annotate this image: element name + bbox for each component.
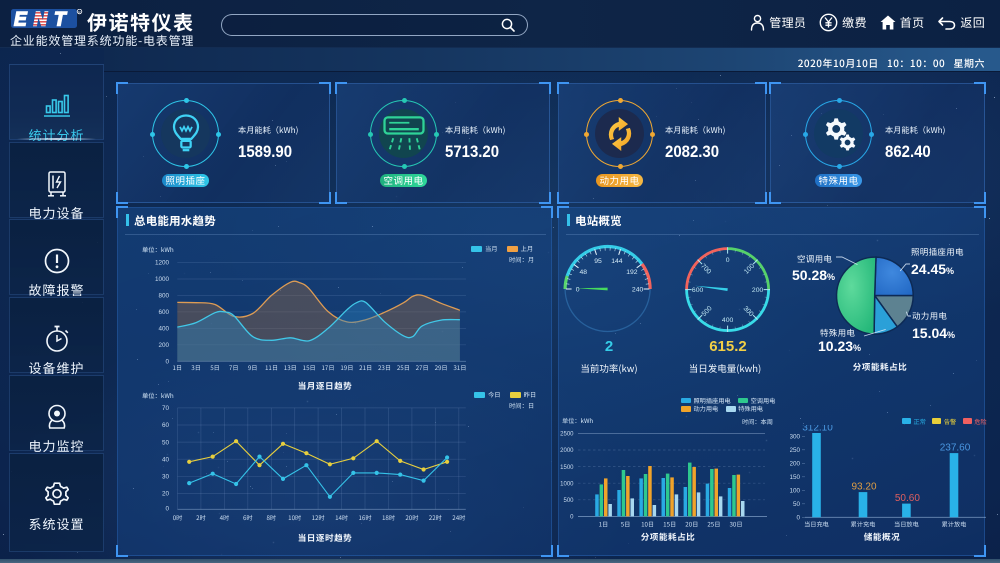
svg-text:15日: 15日 xyxy=(303,363,316,372)
svg-text:1000: 1000 xyxy=(155,276,170,283)
svg-text:22时: 22时 xyxy=(429,513,442,522)
svg-text:50.60: 50.60 xyxy=(895,493,920,504)
svg-text:150: 150 xyxy=(790,474,800,481)
svg-text:3日: 3日 xyxy=(191,363,201,372)
svg-text:500: 500 xyxy=(701,305,714,318)
svg-text:600: 600 xyxy=(692,287,704,294)
svg-text:30: 30 xyxy=(162,474,170,481)
svg-text:40: 40 xyxy=(162,456,170,463)
svg-text:93.20: 93.20 xyxy=(851,482,876,493)
svg-text:200: 200 xyxy=(790,461,800,468)
svg-text:1000: 1000 xyxy=(560,481,574,487)
svg-text:0: 0 xyxy=(576,287,580,294)
svg-text:2500: 2500 xyxy=(560,432,574,438)
svg-text:10时: 10时 xyxy=(288,513,301,522)
svg-text:100: 100 xyxy=(743,263,756,276)
svg-text:累计充电: 累计充电 xyxy=(851,520,876,529)
svg-text:15日: 15日 xyxy=(663,520,676,529)
svg-text:当日充电: 当日充电 xyxy=(804,520,829,529)
svg-text:24时: 24时 xyxy=(452,513,465,522)
svg-text:8时: 8时 xyxy=(266,513,276,522)
svg-text:20时: 20时 xyxy=(405,513,418,522)
svg-text:600: 600 xyxy=(158,309,169,316)
svg-text:1日: 1日 xyxy=(599,520,609,529)
svg-text:100: 100 xyxy=(790,488,800,495)
svg-text:0时: 0时 xyxy=(173,513,183,522)
svg-text:29日: 29日 xyxy=(435,363,448,372)
svg-text:250: 250 xyxy=(790,447,800,454)
svg-text:13日: 13日 xyxy=(284,363,297,372)
svg-text:20日: 20日 xyxy=(685,520,698,529)
svg-text:700: 700 xyxy=(699,263,712,276)
svg-text:23日: 23日 xyxy=(378,363,391,372)
svg-text:0: 0 xyxy=(726,257,730,264)
svg-text:70: 70 xyxy=(162,405,170,412)
svg-text:18时: 18时 xyxy=(382,513,395,522)
svg-text:2000: 2000 xyxy=(560,448,574,454)
svg-text:60: 60 xyxy=(162,422,170,429)
svg-text:5日: 5日 xyxy=(621,520,631,529)
svg-text:48: 48 xyxy=(580,269,588,276)
svg-text:31日: 31日 xyxy=(453,363,466,372)
svg-text:9日: 9日 xyxy=(248,363,258,372)
svg-text:200: 200 xyxy=(752,287,764,294)
svg-text:1500: 1500 xyxy=(560,465,574,471)
svg-text:144: 144 xyxy=(611,258,623,265)
svg-text:4时: 4时 xyxy=(220,513,230,522)
svg-text:50: 50 xyxy=(793,501,801,508)
svg-text:0: 0 xyxy=(165,359,169,366)
svg-text:当日放电: 当日放电 xyxy=(894,520,919,529)
svg-text:192: 192 xyxy=(626,269,638,276)
svg-text:10日: 10日 xyxy=(641,520,654,529)
svg-text:400: 400 xyxy=(722,317,734,324)
svg-text:800: 800 xyxy=(158,293,169,300)
svg-text:300: 300 xyxy=(742,305,755,318)
svg-text:2时: 2时 xyxy=(196,513,206,522)
svg-text:19日: 19日 xyxy=(340,363,353,372)
svg-text:1200: 1200 xyxy=(155,260,170,267)
svg-text:312.10: 312.10 xyxy=(802,425,833,434)
svg-text:21日: 21日 xyxy=(359,363,372,372)
svg-text:12时: 12时 xyxy=(312,513,325,522)
svg-text:14时: 14时 xyxy=(335,513,348,522)
svg-text:5日: 5日 xyxy=(210,363,220,372)
svg-text:7日: 7日 xyxy=(229,363,239,372)
svg-text:0: 0 xyxy=(570,515,574,521)
svg-text:11日: 11日 xyxy=(265,363,278,372)
svg-text:30日: 30日 xyxy=(729,520,742,529)
svg-text:25日: 25日 xyxy=(397,363,410,372)
svg-text:0: 0 xyxy=(165,505,169,512)
svg-text:E: E xyxy=(14,10,28,31)
svg-text:200: 200 xyxy=(158,342,169,349)
svg-text:300: 300 xyxy=(790,434,800,441)
svg-text:1日: 1日 xyxy=(172,363,182,372)
svg-text:400: 400 xyxy=(158,326,169,333)
svg-text:25日: 25日 xyxy=(707,520,720,529)
svg-text:95: 95 xyxy=(594,258,602,265)
svg-text:500: 500 xyxy=(563,498,574,504)
svg-text:累计放电: 累计放电 xyxy=(942,520,967,529)
svg-text:237.60: 237.60 xyxy=(940,443,971,454)
svg-text:6时: 6时 xyxy=(243,513,253,522)
svg-text:16时: 16时 xyxy=(358,513,371,522)
svg-text:20: 20 xyxy=(162,491,170,498)
svg-text:N: N xyxy=(34,10,49,31)
svg-text:240: 240 xyxy=(632,287,644,294)
svg-text:50: 50 xyxy=(162,439,170,446)
svg-text:17日: 17日 xyxy=(321,363,334,372)
svg-text:0: 0 xyxy=(796,515,800,522)
svg-text:R: R xyxy=(78,10,81,14)
svg-text:T: T xyxy=(54,10,67,31)
svg-text:27日: 27日 xyxy=(416,363,429,372)
